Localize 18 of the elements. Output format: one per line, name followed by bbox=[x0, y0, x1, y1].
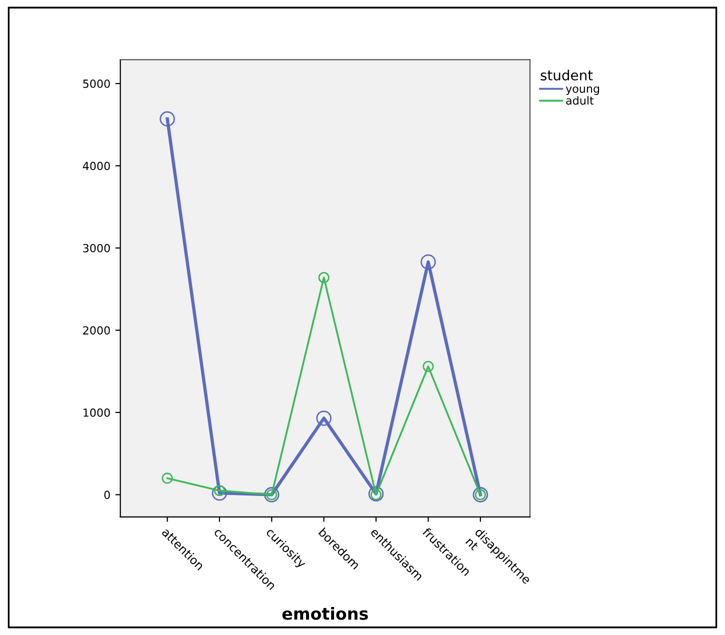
y-tick-label: 3000 bbox=[83, 244, 110, 252]
point bbox=[162, 472, 173, 484]
point bbox=[160, 111, 175, 127]
y-tick-label: 5000 bbox=[83, 80, 110, 88]
y-tick-label: 2000 bbox=[83, 326, 110, 335]
legend-label: young bbox=[566, 86, 600, 95]
y-tick-label: 4000 bbox=[82, 162, 110, 170]
legend-label: adult bbox=[566, 96, 594, 105]
point bbox=[318, 272, 330, 284]
point bbox=[212, 485, 228, 501]
legend-title: student bbox=[540, 70, 593, 80]
point bbox=[368, 486, 384, 502]
point bbox=[420, 254, 436, 270]
point bbox=[316, 410, 332, 426]
y-tick-label: 1000 bbox=[84, 408, 110, 417]
point bbox=[422, 360, 434, 372]
y-tick-label: 0 bbox=[104, 490, 110, 500]
x-axis-title: emotions bbox=[282, 606, 368, 620]
